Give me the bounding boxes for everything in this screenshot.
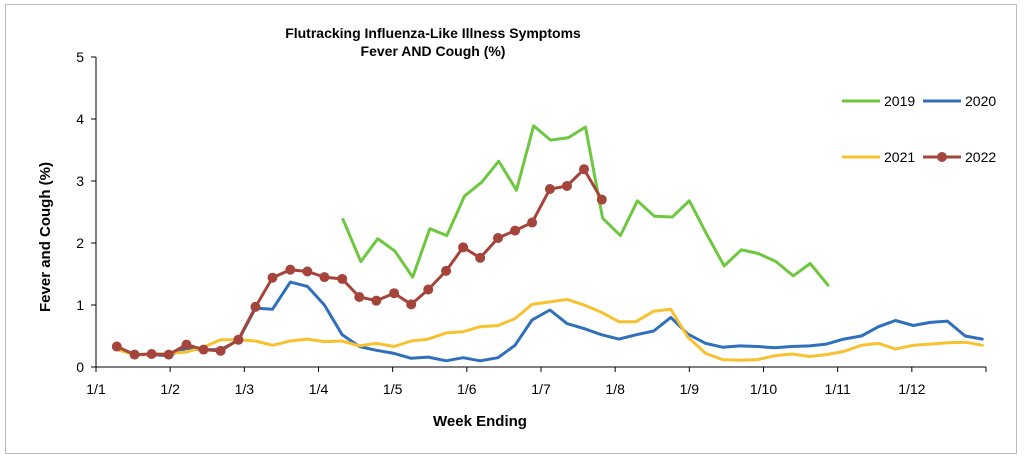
- y-tick-label: 1: [76, 297, 84, 313]
- chart-title: Flutracking Influenza-Like Illness Sympt…: [285, 25, 581, 59]
- series-2022: [111, 164, 607, 360]
- x-tick-label: 1/9: [680, 381, 700, 397]
- legend-item-2020: 2020: [923, 93, 996, 109]
- legend-label: 2019: [884, 93, 915, 109]
- x-tick-label: 1/4: [309, 381, 329, 397]
- legend-marker: [937, 152, 947, 162]
- series-line-2019: [341, 124, 830, 287]
- data-point-2022: [561, 180, 572, 191]
- data-point-2022: [285, 264, 296, 275]
- x-tick-label: 1/2: [160, 381, 180, 397]
- data-point-2022: [527, 217, 538, 228]
- data-point-2022: [129, 349, 140, 360]
- x-tick-label: 1/10: [750, 381, 777, 397]
- x-tick-label: 1/7: [531, 381, 551, 397]
- data-point-2022: [371, 295, 382, 306]
- data-point-2022: [492, 233, 503, 244]
- data-point-2022: [111, 341, 122, 352]
- data-point-2022: [267, 272, 278, 283]
- data-point-2022: [215, 345, 226, 356]
- data-point-2022: [198, 344, 209, 355]
- axes: [95, 57, 986, 368]
- legend-item-2021: 2021: [842, 149, 915, 165]
- data-point-2022: [233, 334, 244, 345]
- x-tick-label: 1/11: [825, 381, 851, 397]
- data-point-2022: [354, 291, 365, 302]
- x-tick-label: 1/3: [235, 381, 255, 397]
- chart-title-line-1: Flutracking Influenza-Like Illness Sympt…: [285, 25, 581, 41]
- chart-frame: Flutracking Influenza-Like Illness Sympt…: [5, 4, 1017, 454]
- data-point-2022: [441, 265, 452, 276]
- y-tick-label: 4: [76, 111, 84, 127]
- legend-label: 2020: [965, 93, 996, 109]
- data-point-2022: [146, 348, 157, 359]
- data-point-2022: [579, 164, 590, 175]
- data-point-2022: [250, 301, 261, 312]
- legend-label: 2021: [884, 149, 915, 165]
- series-2019: [341, 124, 830, 287]
- data-point-2022: [544, 184, 555, 195]
- x-tick-label: 1/12: [898, 381, 925, 397]
- series-2021: [115, 297, 984, 362]
- x-axis-label: Week Ending: [433, 413, 527, 430]
- data-point-2022: [596, 194, 607, 205]
- chart-title-line-2: Fever AND Cough (%): [361, 43, 506, 59]
- data-point-2022: [406, 299, 417, 310]
- x-tick-label: 1/1: [86, 381, 106, 397]
- x-tick-label: 1/5: [383, 381, 403, 397]
- data-point-2022: [181, 339, 192, 350]
- data-point-2022: [389, 288, 400, 299]
- data-point-2022: [510, 225, 521, 236]
- y-tick-label: 3: [76, 173, 84, 189]
- series-line-2021: [115, 297, 984, 362]
- y-axis-ticks: 0 1 2 3 4 5: [76, 49, 96, 375]
- legend-item-2022: 2022: [923, 149, 996, 165]
- data-point-2022: [475, 252, 486, 263]
- y-tick-label: 0: [76, 359, 84, 375]
- data-point-2022: [302, 266, 313, 277]
- legend: 2019 2020 2021 2022: [842, 93, 996, 165]
- series-layer: [111, 124, 984, 363]
- data-point-2022: [163, 349, 174, 360]
- data-point-2022: [319, 272, 330, 283]
- legend-label: 2022: [965, 149, 996, 165]
- x-tick-label: 1/8: [605, 381, 625, 397]
- data-point-2022: [458, 242, 469, 253]
- x-axis-ticks: 1/1 1/2 1/3 1/4 1/5 1/6 1/7 1/8 1/9 1/10 1/11 1/12: [86, 367, 987, 397]
- y-axis-label: Fever and Cough (%): [37, 162, 54, 312]
- y-tick-label: 2: [76, 235, 84, 251]
- x-tick-label: 1/6: [457, 381, 477, 397]
- data-point-2022: [337, 273, 348, 284]
- legend-item-2019: 2019: [842, 93, 915, 109]
- line-chart: Flutracking Influenza-Like Illness Sympt…: [37, 25, 996, 430]
- series-line-2020: [115, 280, 984, 363]
- y-tick-label: 5: [76, 49, 84, 65]
- data-point-2022: [423, 284, 434, 295]
- series-2020: [115, 280, 984, 363]
